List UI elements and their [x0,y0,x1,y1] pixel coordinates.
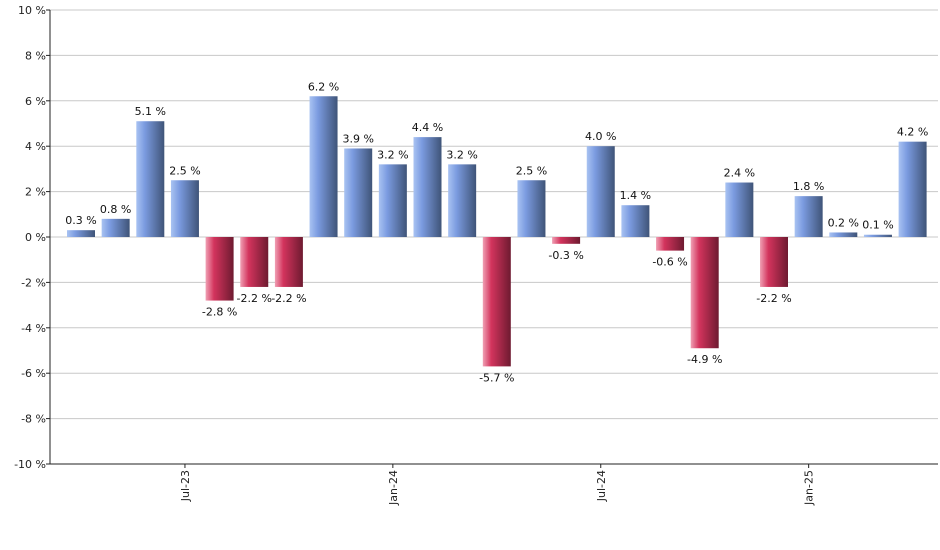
bar-value-label: -4.9 % [687,353,722,366]
bar [274,237,303,287]
bar-value-label: 3.2 % [377,148,408,161]
bar-value-label: 0.8 % [100,203,131,216]
bar [170,180,199,237]
bar-value-label: 2.5 % [516,164,547,177]
x-tick-label: Jan-24 [387,470,400,506]
bar [309,96,338,237]
bar-value-label: 3.9 % [342,132,373,145]
y-tick-label: -10 % [14,458,46,471]
bar-value-label: 2.4 % [724,167,755,180]
bar-value-label: 1.8 % [793,180,824,193]
bar [101,218,130,237]
bar [552,237,581,244]
bar-value-label: 0.1 % [862,219,893,232]
bar [136,121,165,237]
bar [67,230,95,237]
bar [760,237,788,287]
bar-value-label: 4.2 % [897,126,928,139]
bar [413,137,442,237]
bar-value-label: 0.3 % [65,214,96,227]
bar-value-label: 2.5 % [169,164,200,177]
bar-value-label: -0.6 % [652,256,687,269]
data-labels: 0.3 %0.8 %5.1 %2.5 %-2.8 %-2.2 % -2.2 %6.… [65,80,928,384]
bar-value-label: -0.3 % [548,249,583,262]
bar [829,232,858,237]
bar-value-label: 0.2 % [828,216,859,229]
y-tick-label: 10 % [18,4,46,17]
bar [448,164,477,237]
x-tick-label: Jul-24 [595,470,608,502]
bar [863,234,892,237]
bar [482,237,511,367]
y-tick-label: -2 % [21,276,46,289]
bar [656,237,685,251]
bar [586,146,615,237]
bar-value-label: 5.1 % [135,105,166,118]
y-tick-label: 0 % [25,231,46,244]
bar [517,180,546,237]
bars [67,96,927,367]
x-tick-label: Jul-23 [179,470,192,502]
bar [690,237,719,349]
bar-value-label: 3.2 % [446,148,477,161]
y-tick-label: -8 % [21,413,46,426]
bar-value-label: 4.4 % [412,121,443,134]
bar [725,182,754,237]
bar [344,148,373,237]
axes: 10 % 8 % 6 % 4 % 2 % 0 % -2 % -4 % -6 % -8 % -10 %… [14,4,938,506]
bar [240,237,269,287]
bar-value-label: 4.0 % [585,130,616,143]
y-tick-label: -6 % [21,367,46,380]
y-tick-label: 6 % [25,95,46,108]
y-tick-label: -4 % [21,322,46,335]
bar [621,205,650,237]
bar-value-label: 6.2 % [308,80,339,93]
y-tick-label: 4 % [25,140,46,153]
bar-value-label: -2.8 % [202,306,237,319]
bar [378,164,407,237]
y-tick-label: 2 % [25,186,46,199]
bar-value-label: -2.2 % [756,292,791,305]
bar-value-label: -5.7 % [479,371,514,384]
bar [898,141,927,237]
bar-value-label: -2.2 % [237,292,272,305]
bar-value-label: 1.4 % [620,189,651,202]
y-tick-label: 8 % [25,49,46,62]
bar [205,237,234,301]
x-tick-label: Jan-25 [803,470,816,506]
bar-value-label: -2.2 % [271,292,306,305]
bar [794,196,823,237]
